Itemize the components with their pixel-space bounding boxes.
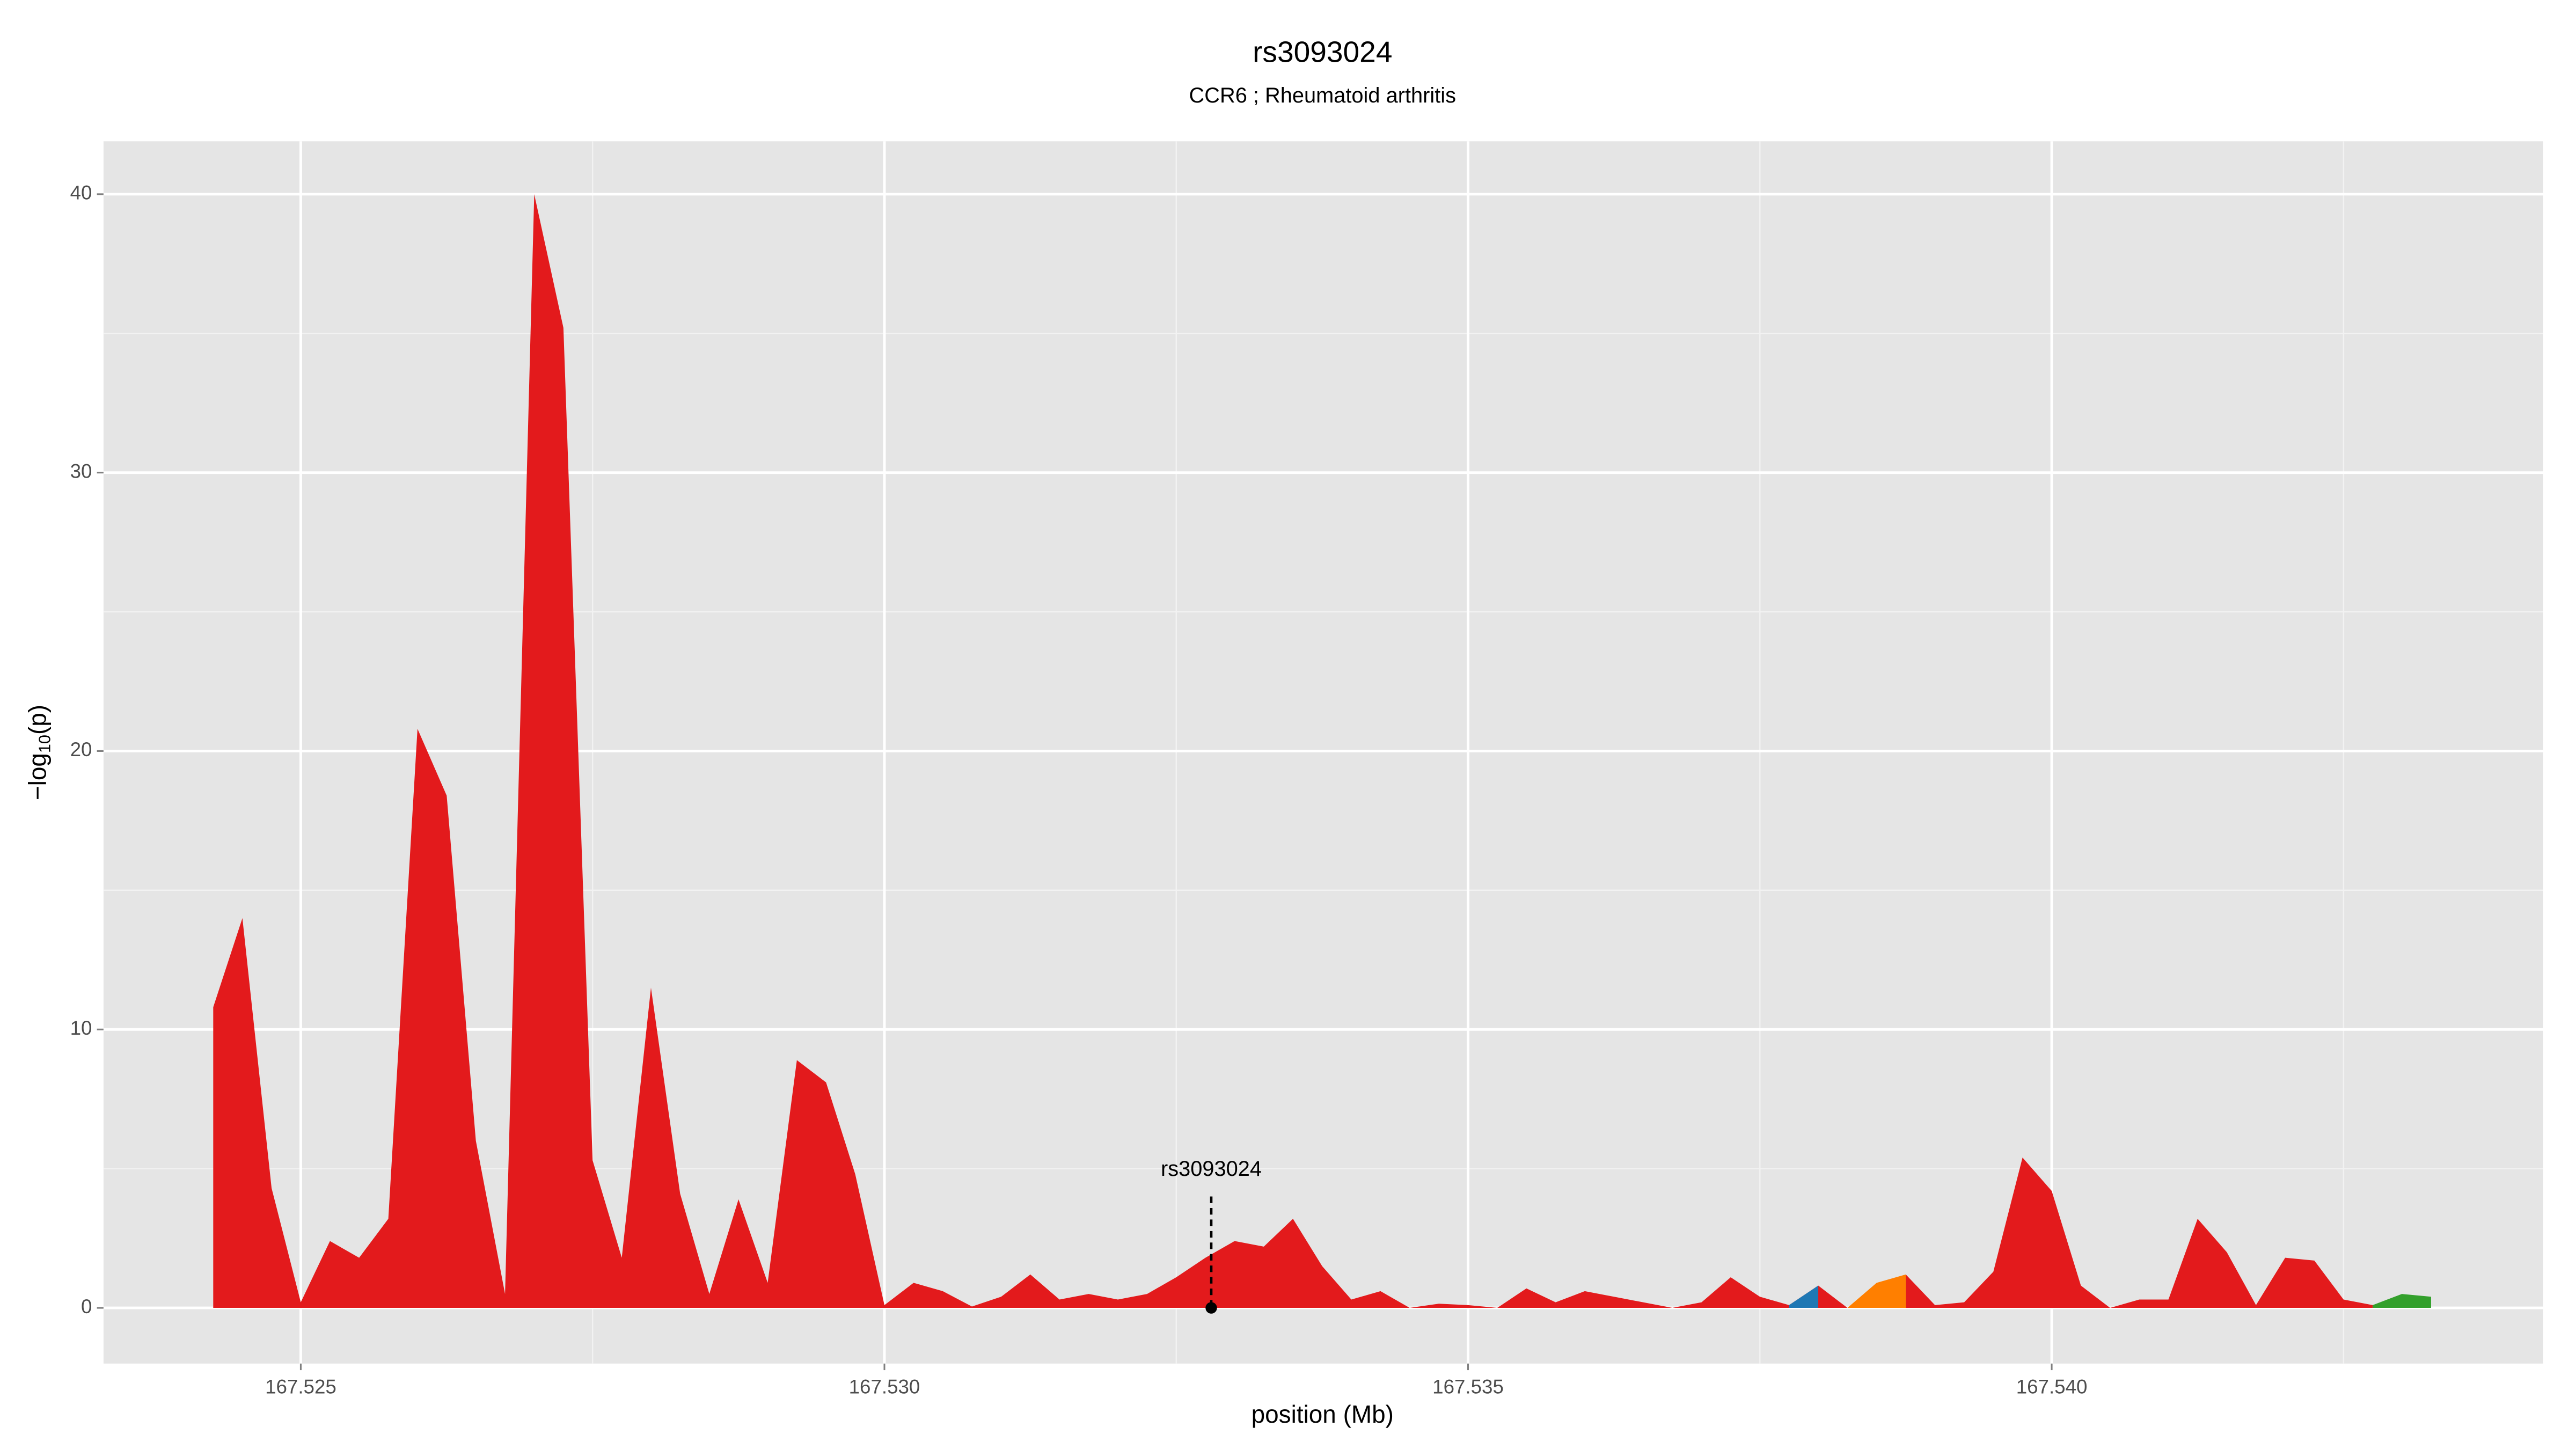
y-tick-label: 20 bbox=[70, 738, 92, 760]
annotation-point bbox=[1205, 1302, 1217, 1314]
x-tick-label: 167.530 bbox=[849, 1375, 920, 1397]
area bbox=[2373, 1294, 2431, 1308]
annotation-label: rs3093024 bbox=[1161, 1157, 1262, 1181]
area bbox=[1847, 1274, 1906, 1308]
y-tick-label: 10 bbox=[70, 1017, 92, 1039]
y-label-part: (p) bbox=[24, 705, 52, 735]
chart-title: rs3093024 bbox=[1253, 35, 1392, 69]
y-tick-label: 30 bbox=[70, 460, 92, 482]
y-label-part: −log bbox=[24, 753, 52, 800]
x-tick-label: 167.540 bbox=[2016, 1375, 2088, 1397]
chart-subtitle: CCR6 ; Rheumatoid arthritis bbox=[1189, 84, 1456, 107]
y-tick-label: 0 bbox=[81, 1296, 92, 1318]
x-tick-label: 167.525 bbox=[265, 1375, 336, 1397]
y-tick-label: 40 bbox=[70, 182, 92, 204]
y-axis-label: −log10(p) bbox=[24, 705, 54, 800]
y-label-subscript: 10 bbox=[36, 735, 54, 753]
area bbox=[1789, 1285, 1819, 1308]
x-tick-label: 167.535 bbox=[1432, 1375, 1504, 1397]
x-axis-label: position (Mb) bbox=[1252, 1400, 1394, 1428]
area bbox=[213, 194, 2373, 1308]
